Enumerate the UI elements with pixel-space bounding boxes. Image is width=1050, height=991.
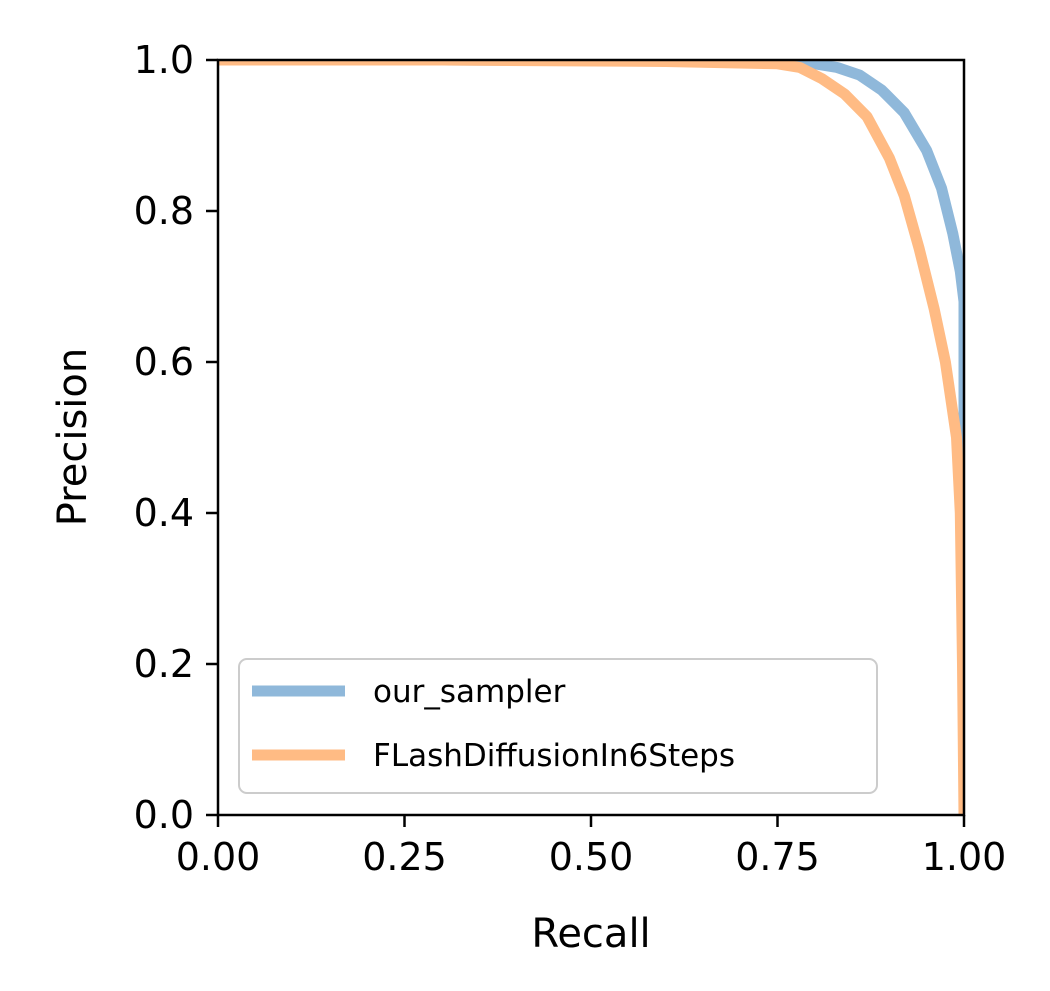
y-axis-label: Precision — [50, 348, 96, 526]
y-tick-label: 0.2 — [134, 642, 194, 686]
legend: our_sampler FLashDiffusionIn6Steps — [238, 658, 878, 794]
x-tick-label: 0.25 — [362, 835, 447, 879]
legend-box — [238, 658, 878, 794]
series-layer — [218, 60, 964, 815]
y-tick-label: 0.8 — [134, 189, 194, 233]
legend-label-1: FLashDiffusionIn6Steps — [373, 738, 735, 774]
y-tick-label: 0.4 — [134, 491, 194, 535]
x-tick-label: 1.00 — [922, 835, 1007, 879]
x-tick-label: 0.00 — [176, 835, 261, 879]
y-tick-label: 0.6 — [134, 340, 194, 384]
x-tick-label: 0.75 — [735, 835, 820, 879]
legend-label-0: our_sampler — [373, 674, 566, 710]
x-tick-label: 0.50 — [549, 835, 634, 879]
ticks-layer: 0.00 0.25 0.50 0.75 1.00 0.0 0.2 0.4 0.6 0.8 1.0 — [134, 38, 1007, 879]
y-tick-label: 0.0 — [134, 793, 194, 837]
series-line-1 — [218, 60, 964, 815]
y-tick-label: 1.0 — [134, 38, 194, 82]
x-axis-label: Recall — [531, 911, 650, 957]
